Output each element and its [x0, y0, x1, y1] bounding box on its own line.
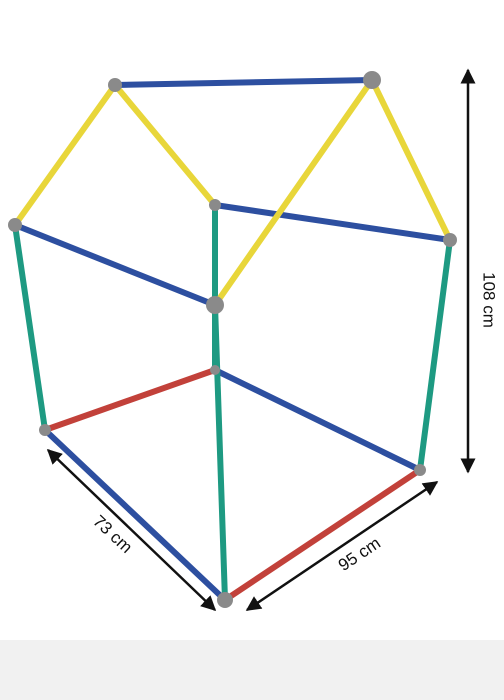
bottom-back-tube [42, 367, 218, 433]
back-rafter [112, 82, 218, 208]
front-rafter-right [369, 77, 453, 243]
depth-arrow [46, 448, 217, 612]
front-rafter-left [212, 77, 375, 308]
height-label: 108 cm [480, 272, 499, 328]
left-post [12, 222, 48, 433]
left-eave [12, 222, 218, 308]
background [0, 0, 504, 640]
right-eave [212, 202, 453, 243]
left-rafter [12, 82, 118, 228]
front-post [212, 302, 228, 603]
dimension-lines [46, 68, 476, 612]
width-arrow [245, 480, 439, 612]
bottom-right-tube [212, 367, 423, 473]
right-post [417, 237, 453, 473]
bottom-strip [0, 640, 504, 700]
ridge [112, 77, 375, 88]
connectors [8, 71, 457, 608]
